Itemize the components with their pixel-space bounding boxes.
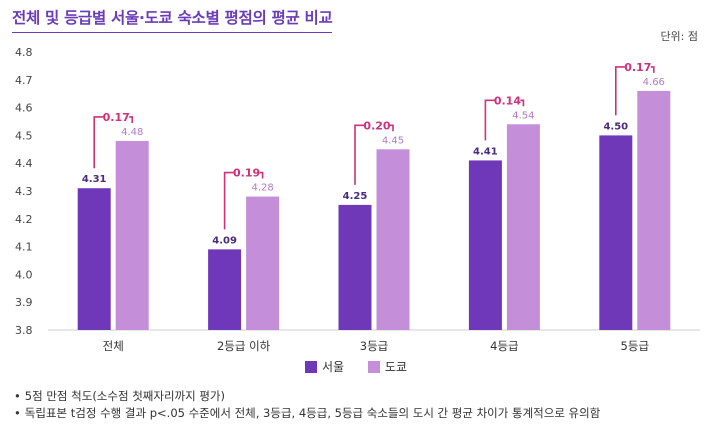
unit-label: 단위: 점: [660, 30, 698, 43]
y-tick-label: 4.1: [15, 241, 33, 254]
data-label-tokyo: 4.45: [382, 135, 404, 146]
legend-item-tokyo: 도쿄: [367, 358, 407, 375]
bar-tokyo: [637, 90, 671, 330]
y-tick-label: 4.2: [15, 213, 33, 226]
footnote: • 5점 만점 척도(소수점 첫째자리까지 평가): [14, 389, 225, 403]
chart-title: 전체 및 등급별 서울·도쿄 숙소별 평점의 평균 비교: [12, 6, 333, 33]
y-tick-label: 4.7: [15, 74, 33, 87]
legend-label-tokyo: 도쿄: [384, 360, 407, 374]
difference-label: 0.19: [233, 167, 260, 180]
y-tick-label: 4.0: [15, 268, 33, 281]
y-tick-label: 4.5: [15, 129, 33, 142]
data-label-seoul: 4.09: [212, 235, 237, 246]
data-label-tokyo: 4.28: [251, 183, 273, 194]
x-tick-label: 5등급: [621, 339, 649, 353]
bar-chart: 3.8 3.9 4.0 4.1 4.2 4.3 4.4 4.5 4.6 4.7 4.8 4.31 4.4…: [15, 46, 700, 353]
bar-tokyo: [115, 140, 149, 330]
x-tick-label: 3등급: [360, 339, 388, 353]
difference-label-bg: [624, 59, 651, 73]
x-tick-label: 4등급: [490, 339, 518, 353]
bar-tokyo: [246, 196, 280, 330]
footnote-text: 독립표본 t검정 수행 결과 p<.05 수준에서 전체, 3등급, 4등급, …: [24, 406, 601, 420]
difference-label: 0.20: [363, 119, 390, 132]
data-label-seoul: 4.50: [603, 121, 628, 132]
x-tick-label: 2등급 이하: [217, 339, 271, 353]
bar-seoul: [77, 188, 111, 330]
data-label-seoul: 4.25: [343, 191, 368, 202]
difference-label-bg: [103, 109, 130, 123]
difference-label: 0.14: [494, 94, 521, 107]
difference-label: 0.17: [103, 111, 130, 124]
data-label-seoul: 4.41: [473, 146, 498, 157]
bar-seoul: [208, 249, 242, 330]
bar-seoul: [338, 204, 372, 330]
bar-tokyo: [376, 149, 410, 330]
data-label-seoul: 4.31: [82, 174, 107, 185]
x-tick-label: 전체: [103, 339, 124, 353]
legend-swatch-seoul: [304, 360, 317, 373]
y-tick-label: 4.6: [15, 102, 33, 115]
footnote-text: 5점 만점 척도(소수점 첫째자리까지 평가): [24, 389, 225, 403]
footnote: • 독립표본 t검정 수행 결과 p<.05 수준에서 전체, 3등급, 4등급,…: [14, 406, 601, 420]
footnotes: • 5점 만점 척도(소수점 첫째자리까지 평가) • 독립표본 t검정 수행 결과…: [14, 388, 600, 422]
difference-label-bg: [364, 118, 390, 132]
legend-swatch-tokyo: [367, 360, 380, 373]
data-label-tokyo: 4.48: [121, 127, 143, 138]
y-tick-label: 4.4: [15, 157, 33, 170]
legend-item-seoul: 서울: [304, 358, 345, 375]
difference-label-bg: [233, 165, 260, 179]
legend-label-seoul: 서울: [321, 360, 345, 374]
difference-label: 0.17: [624, 61, 651, 74]
y-tick-label: 4.3: [15, 185, 33, 198]
y-tick-label: 3.8: [15, 324, 33, 337]
legend: 서울 도쿄: [0, 358, 712, 376]
data-label-tokyo: 4.66: [643, 77, 665, 88]
y-tick-label: 3.9: [15, 296, 33, 309]
difference-label-bg: [494, 93, 521, 107]
bar-seoul: [468, 160, 502, 330]
bar-tokyo: [506, 124, 540, 330]
data-label-tokyo: 4.54: [512, 110, 534, 121]
bar-seoul: [599, 135, 633, 330]
y-tick-label: 4.8: [15, 46, 33, 59]
